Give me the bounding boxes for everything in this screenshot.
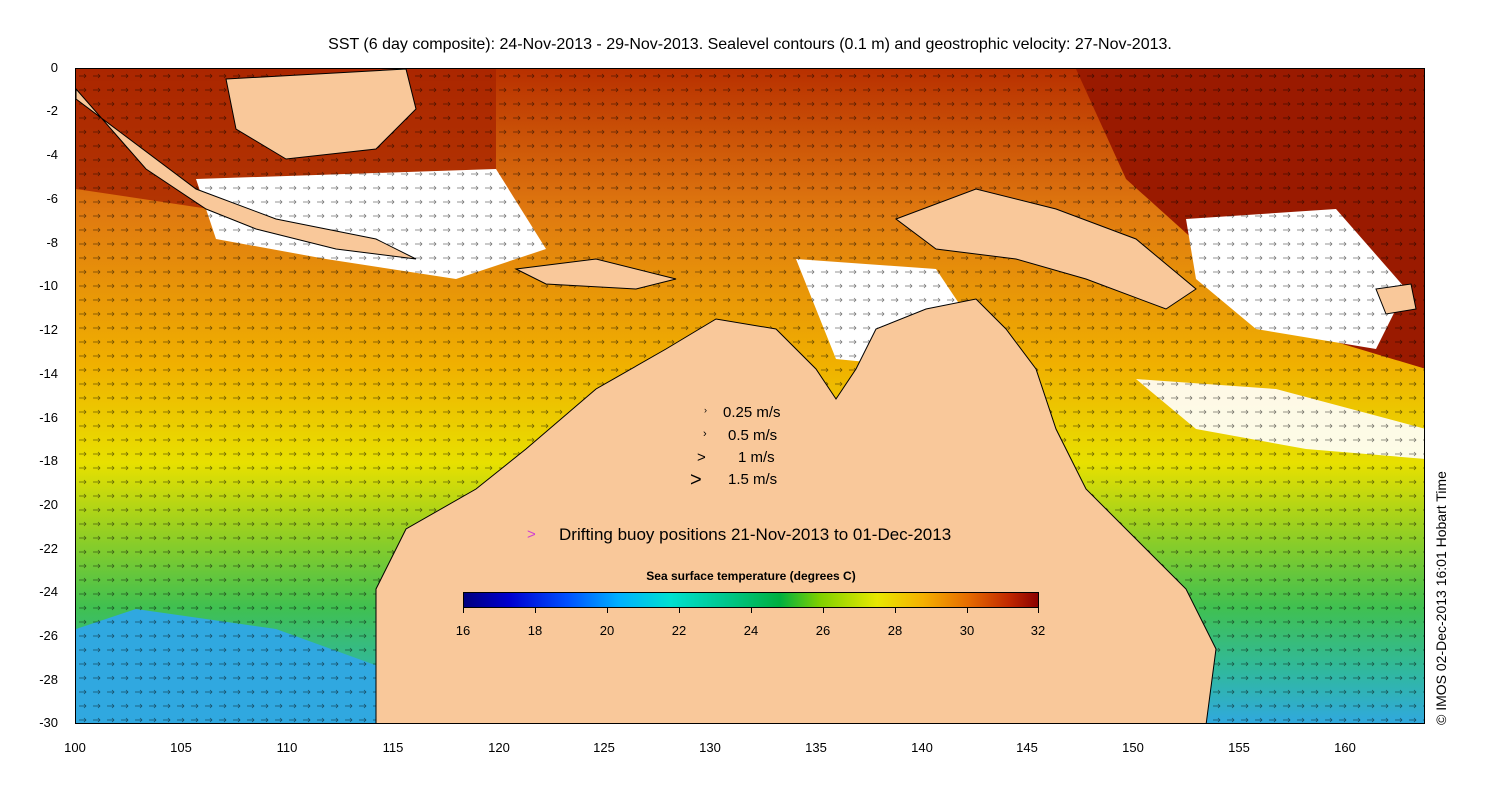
island-landmass [1375, 283, 1417, 315]
x-tick-label: 135 [805, 740, 827, 755]
y-tick-label: -2 [46, 103, 58, 118]
y-tick-label: -12 [39, 322, 58, 337]
colorbar-tick-mark [967, 608, 968, 613]
colorbar-tick-label: 24 [743, 623, 759, 638]
x-tick-label: 100 [64, 740, 86, 755]
y-tick-label: -18 [39, 453, 58, 468]
y-tick-label: -10 [39, 278, 58, 293]
colorbar-tick-mark [679, 608, 680, 613]
australia-landmass [375, 298, 1217, 723]
colorbar-tick-label: 26 [815, 623, 831, 638]
y-tick-label: -22 [39, 541, 58, 556]
x-tick-label: 150 [1122, 740, 1144, 755]
colorbar-tick-mark [1038, 608, 1039, 613]
colorbar-tick-mark [751, 608, 752, 613]
copyright-watermark: © IMOS 02-Dec-2013 16:01 Hobart Time [1433, 471, 1449, 725]
colorbar-tick-mark [823, 608, 824, 613]
y-tick-label: -20 [39, 497, 58, 512]
velocity-legend-label: 1.5 m/s [728, 471, 778, 488]
colorbar-tick-mark [895, 608, 896, 613]
velocity-legend-label: 1 m/s [738, 449, 775, 466]
colorbar-tick-label: 30 [959, 623, 975, 638]
x-tick-label: 125 [593, 740, 615, 755]
y-tick-label: -26 [39, 628, 58, 643]
colorbar-tick-label: 22 [671, 623, 687, 638]
colorbar-title: Sea surface temperature (degrees C) [646, 569, 856, 583]
y-tick-label: 0 [50, 60, 58, 75]
borneo-landmass [225, 69, 417, 160]
colorbar-tick-label: 32 [1030, 623, 1046, 638]
new-guinea-landmass [894, 188, 1197, 310]
buoy-marker-icon: > [527, 526, 536, 543]
y-tick-label: -4 [46, 147, 58, 162]
x-tick-label: 155 [1228, 740, 1250, 755]
y-tick-label: -16 [39, 410, 58, 425]
colorbar-tick-label: 18 [527, 623, 543, 638]
x-tick-label: 140 [911, 740, 933, 755]
velocity-arrow-icon: › [703, 428, 707, 440]
map-title: SST (6 day composite): 24-Nov-2013 - 29-… [328, 36, 1172, 53]
colorbar-tick-label: 16 [455, 623, 471, 638]
colorbar-tick-mark [607, 608, 608, 613]
y-tick-label: -30 [39, 715, 58, 730]
y-tick-label: -6 [46, 191, 58, 206]
velocity-arrow-icon: > [690, 469, 702, 491]
y-tick-label: -8 [46, 235, 58, 250]
x-tick-label: 105 [170, 740, 192, 755]
velocity-legend-label: 0.25 m/s [723, 404, 781, 421]
x-tick-label: 145 [1016, 740, 1038, 755]
colorbar-tick-mark [535, 608, 536, 613]
y-tick-label: -14 [39, 366, 58, 381]
x-tick-label: 120 [488, 740, 510, 755]
colorbar-tick-mark [463, 608, 464, 613]
x-tick-label: 115 [382, 740, 404, 755]
sst-map-graphic [76, 69, 1424, 723]
colorbar-tick-label: 20 [599, 623, 615, 638]
java-sumatra-landmass [76, 88, 417, 260]
velocity-arrow-icon: > [697, 449, 706, 466]
x-tick-label: 110 [276, 740, 298, 755]
velocity-arrow-icon: › [704, 405, 707, 415]
y-tick-label: -28 [39, 672, 58, 687]
sst-map [75, 68, 1425, 724]
velocity-legend-label: 0.5 m/s [728, 427, 778, 444]
island-landmass [514, 258, 677, 290]
y-tick-label: -24 [39, 584, 58, 599]
sst-colorbar [463, 592, 1039, 608]
x-tick-label: 130 [699, 740, 721, 755]
colorbar-tick-label: 28 [887, 623, 903, 638]
x-tick-label: 160 [1334, 740, 1356, 755]
buoy-legend-label: Drifting buoy positions 21-Nov-2013 to 0… [559, 525, 952, 544]
